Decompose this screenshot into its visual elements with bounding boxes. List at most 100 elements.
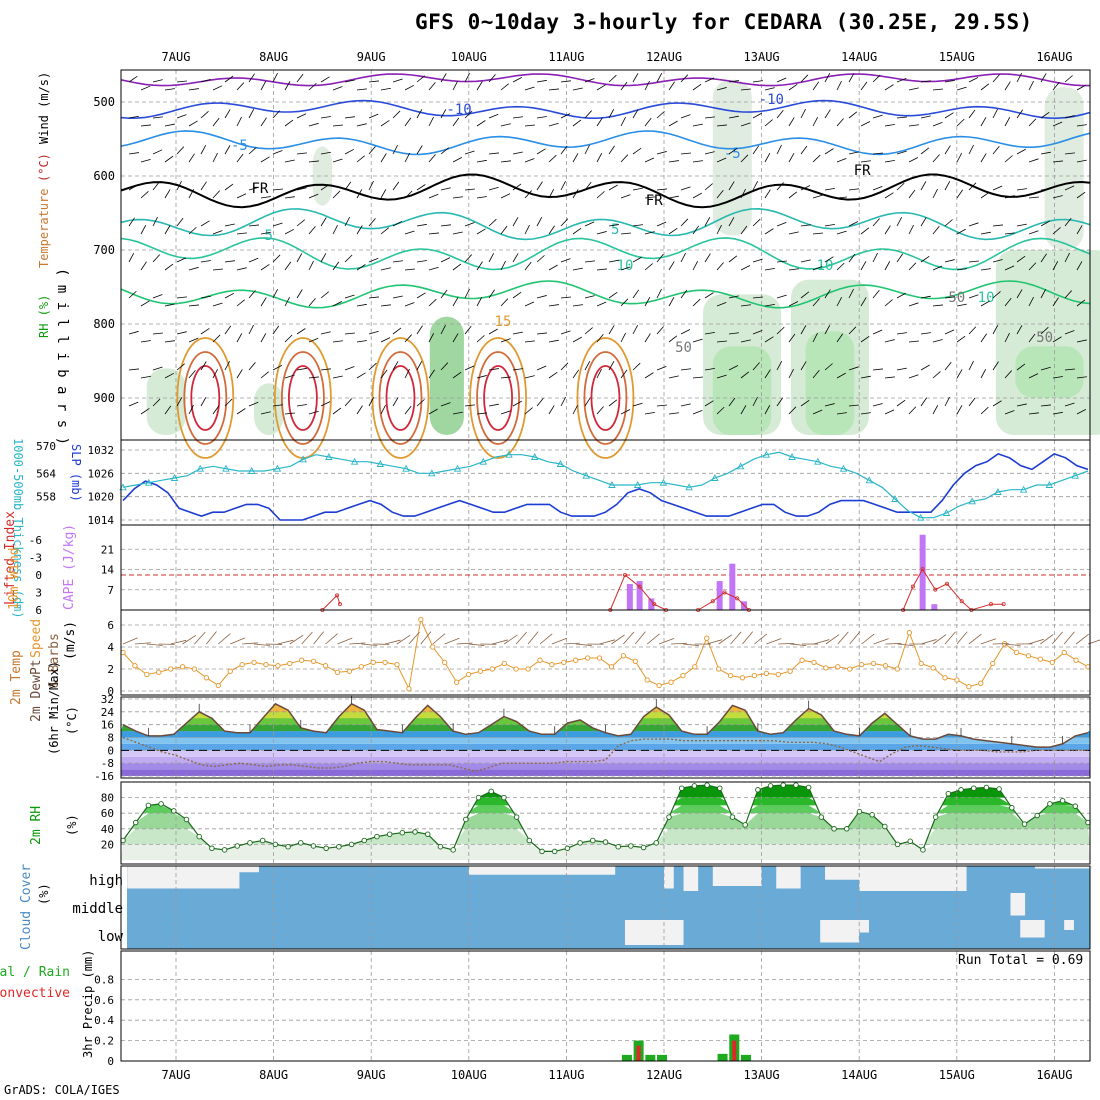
wind-barb [812, 81, 820, 91]
wind-barb [188, 266, 199, 271]
temperature-contour [120, 99, 1091, 120]
wind-barb [920, 80, 931, 83]
wind-barb [224, 183, 234, 191]
wind-barb [716, 406, 725, 415]
temp-axis-label: 2m Temp [9, 650, 24, 705]
wind-barb [860, 297, 867, 307]
surface-wind-barb [539, 633, 553, 645]
wind-barb [488, 252, 495, 263]
wind-barb [896, 150, 907, 155]
wind-barb [740, 88, 751, 91]
wind-barb [500, 376, 511, 379]
wind-barb [536, 365, 547, 371]
wind-barb [716, 124, 727, 127]
wind-barb [176, 363, 185, 371]
wind-barb [884, 376, 895, 379]
wind-barb [668, 375, 679, 379]
wind-barb [848, 326, 857, 335]
wind-barb [200, 397, 207, 407]
wind-barb [452, 80, 458, 91]
wind-barb [488, 74, 496, 83]
wind-barb [404, 152, 410, 163]
lifted-index-point [337, 602, 342, 607]
wind-barb [140, 124, 151, 127]
wind-barb [848, 221, 859, 227]
wind-barb [668, 412, 679, 415]
thickness-point [942, 509, 951, 516]
wind-barb [932, 154, 940, 163]
wind-speed-point [656, 682, 662, 689]
surface-wind-barb [301, 631, 313, 645]
wind-barb [248, 186, 259, 191]
lifted-index-point [335, 593, 340, 598]
wind-barb [848, 253, 856, 263]
rh-point [399, 829, 406, 836]
cloud-gap [776, 866, 801, 889]
rh-point [983, 784, 990, 791]
wind-barb [800, 399, 810, 407]
wind-tick-6: 6 [107, 619, 114, 632]
wind-barb [716, 224, 722, 235]
wind-barb [176, 217, 184, 227]
rh-point [920, 847, 926, 853]
wind-barb [212, 268, 223, 271]
wind-barb [236, 193, 247, 199]
wind-barb [476, 335, 485, 343]
lifted-index-line [902, 568, 1004, 611]
wind-barb [908, 302, 919, 307]
wind-barb [176, 331, 187, 335]
wind-tick-4: 4 [107, 641, 114, 654]
wind-barb [632, 109, 639, 119]
temperature-contour [120, 73, 1090, 87]
wind-barb [392, 397, 399, 407]
precip-tick-0.2: 0.2 [94, 1035, 114, 1048]
contour-label: FR [854, 163, 871, 179]
surface-wind-barb [634, 631, 646, 645]
wind-barb [1028, 80, 1034, 91]
warm-contour [576, 337, 635, 459]
wind-barb [584, 397, 591, 407]
wind-barb [404, 405, 412, 415]
wind-barb [128, 184, 138, 191]
wind-barb [560, 362, 569, 371]
cape-bar [729, 563, 736, 610]
surface-wind-barb [1087, 639, 1100, 645]
rh-point [932, 814, 939, 820]
surface-wind-barb [385, 639, 401, 645]
wind-barb [464, 72, 470, 83]
wind-barb [824, 224, 835, 227]
wind-barb [704, 77, 715, 83]
wind-barb [848, 366, 859, 371]
wind-barb [1028, 373, 1039, 379]
wind-barb [296, 187, 307, 191]
wind-barb [380, 304, 391, 307]
wind-barb [200, 295, 211, 299]
x-tick-bottom-11AUG: 11AUG [548, 1068, 584, 1082]
wind-barb [1052, 195, 1063, 199]
wind-barb [152, 181, 160, 191]
rh-point [171, 808, 177, 814]
wind-barb [548, 188, 555, 199]
wind-barb [620, 81, 628, 91]
wind-barb [296, 73, 304, 83]
wind-barb [200, 79, 211, 83]
surface-wind-barb [456, 642, 473, 645]
wind-barb [164, 155, 174, 163]
wind-barb [896, 253, 904, 263]
wind-barb [380, 153, 387, 163]
wind-barb [320, 331, 331, 335]
wind-barb [692, 83, 702, 91]
wind-barb [260, 411, 271, 415]
wind-barb [476, 159, 487, 163]
temperature-contour [120, 280, 1091, 309]
wind-barb [368, 396, 375, 407]
wind-barb [416, 325, 423, 335]
rh-point [323, 845, 329, 852]
wind-barb [248, 146, 257, 155]
wind-barb [1076, 339, 1087, 343]
cloud-gap [468, 866, 616, 875]
surface-wind-barb [921, 639, 937, 645]
wind-barb [656, 73, 663, 83]
wind-barb [380, 189, 387, 199]
wind-barb [704, 183, 713, 191]
